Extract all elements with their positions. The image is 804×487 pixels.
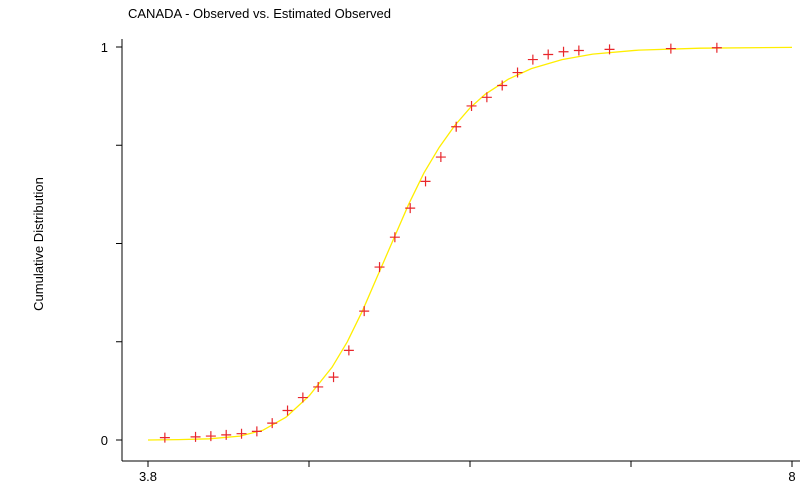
- observed-point: [205, 431, 216, 442]
- observed-point: [374, 262, 385, 273]
- observed-point: [389, 232, 400, 243]
- estimated-line: [147, 46, 793, 441]
- axes: 3.8 8 0 1: [101, 39, 800, 484]
- observed-point: [282, 405, 293, 416]
- chart-title: CANADA - Observed vs. Estimated Observed: [128, 6, 391, 21]
- observed-point: [573, 45, 584, 56]
- observed-point: [558, 46, 569, 57]
- observed-point: [466, 100, 477, 111]
- observed-point: [267, 418, 278, 429]
- observed-point: [297, 392, 308, 403]
- observed-point: [328, 372, 339, 383]
- x-tick-label: 8: [788, 469, 795, 484]
- observed-point: [405, 203, 416, 214]
- estimated-curve: [147, 46, 793, 441]
- observed-point: [527, 54, 538, 65]
- y-axis-label: Cumulative Distribution: [31, 177, 46, 311]
- observed-point: [343, 345, 354, 356]
- x-tick-label: 3.8: [139, 469, 157, 484]
- observed-point: [251, 426, 262, 437]
- observed-point: [451, 121, 462, 132]
- observed-point: [190, 431, 201, 442]
- observed-point: [665, 43, 676, 54]
- observed-point: [512, 67, 523, 78]
- observed-point: [481, 92, 492, 103]
- observed-point: [711, 42, 722, 53]
- observed-points: [159, 42, 722, 443]
- observed-point: [313, 381, 324, 392]
- y-tick-label: 1: [101, 40, 108, 55]
- observed-point: [604, 44, 615, 55]
- y-tick-label: 0: [101, 433, 108, 448]
- observed-point: [236, 428, 247, 439]
- observed-point: [543, 49, 554, 60]
- observed-point: [221, 429, 232, 440]
- observed-point: [159, 432, 170, 443]
- observed-point: [497, 80, 508, 91]
- observed-point: [359, 306, 370, 317]
- observed-point: [435, 152, 446, 163]
- observed-point: [420, 176, 431, 187]
